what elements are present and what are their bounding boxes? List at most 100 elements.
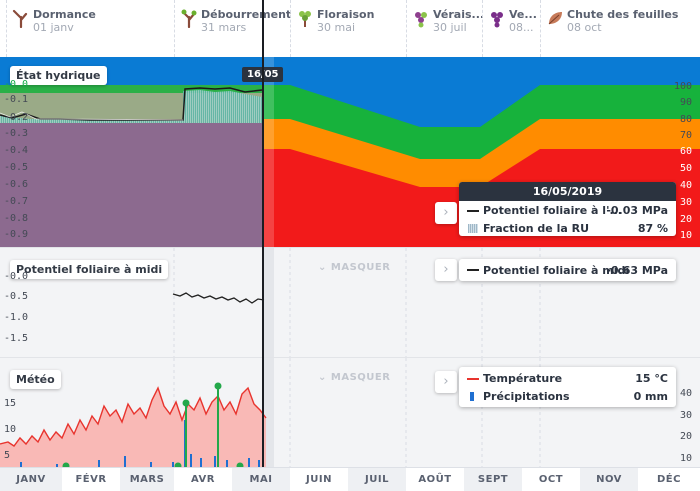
- stage-dormance[interactable]: Dormance 01 janv: [6, 0, 174, 57]
- masquer-label: MASQUER: [330, 262, 391, 273]
- irrigation-marker[interactable]: [62, 462, 70, 469]
- stage-date: 08...: [509, 21, 534, 34]
- month-label[interactable]: JUIN: [306, 474, 332, 485]
- stage-debourrement[interactable]: Débourrement 31 mars: [174, 0, 292, 57]
- temperature-area: [0, 388, 266, 468]
- stage-vendanges[interactable]: Ve... 08...: [482, 0, 540, 57]
- legend-label: Température: [483, 372, 563, 385]
- chevron-down-icon: ⌄: [318, 262, 331, 273]
- stage-name: Ve...: [509, 8, 537, 21]
- axis-tick: 60: [679, 146, 692, 157]
- date-cursor-line[interactable]: [262, 0, 264, 467]
- legend-label: Potentiel foliaire à l'...: [483, 204, 622, 217]
- axis-tick: -0.0: [4, 79, 29, 90]
- precip-bar: [190, 454, 192, 468]
- legend-value: -0.03 MPa: [606, 204, 668, 217]
- precip-bar: [258, 460, 260, 468]
- stage-date: 01 janv: [33, 21, 74, 34]
- legend-row-ru-fraction: Fraction de la RU 87 %: [459, 219, 676, 237]
- legend-label: Potentiel foliaire à midi: [483, 264, 630, 277]
- irrigation-marker[interactable]: [174, 462, 182, 469]
- month-label[interactable]: JUIL: [348, 468, 406, 491]
- stage-date: 31 mars: [201, 21, 247, 34]
- month-label[interactable]: AOÛT: [418, 474, 452, 485]
- legend-value: 0 mm: [633, 390, 668, 403]
- axis-tick: 40: [679, 388, 692, 399]
- chevron-right-icon: ›: [443, 262, 449, 277]
- axis-tick: -0.0: [4, 271, 29, 282]
- expand-legend-button[interactable]: ›: [435, 202, 457, 224]
- irrigation-marker[interactable]: [182, 399, 190, 407]
- month-label[interactable]: MAI: [232, 468, 290, 491]
- month-axis: JANV FÉVR MARS AVR MAI JUIN JUIL AOÛT SE…: [0, 467, 700, 491]
- temperature-line: [0, 386, 267, 447]
- stage-name: Chute des feuilles: [567, 8, 679, 21]
- expand-legend-button[interactable]: ›: [435, 259, 457, 281]
- precip-bar: [20, 462, 22, 468]
- legend-value: 15 °C: [635, 372, 668, 385]
- hatched-swatch-icon: [468, 224, 478, 233]
- axis-tick: 20: [679, 214, 692, 225]
- axis-tick: -0.4: [4, 145, 29, 156]
- cursor-highlight: [264, 358, 274, 468]
- leaf-fall-icon: [548, 12, 562, 25]
- axis-tick: 50: [679, 163, 692, 174]
- precip-bar: [226, 460, 228, 468]
- month-label[interactable]: JANV: [0, 468, 62, 491]
- axis-tick: 15: [4, 398, 17, 409]
- hide-weather-panel-button[interactable]: ⌄ MASQUER: [318, 372, 390, 383]
- month-label[interactable]: MARS: [120, 468, 174, 491]
- leaf-panel-title: Potentiel foliaire à midi: [10, 260, 169, 279]
- axis-tick: -0.9: [4, 229, 29, 240]
- axis-tick: 40: [679, 180, 692, 191]
- stage-chute-des-feuilles[interactable]: Chute des feuilles 08 oct: [540, 0, 700, 57]
- stage-date: 30 mai: [317, 21, 356, 34]
- month-label[interactable]: FÉVR: [75, 474, 107, 485]
- line-swatch-icon: [467, 269, 479, 271]
- stage-date: 08 oct: [567, 21, 602, 34]
- irrigation-marker[interactable]: [236, 462, 244, 469]
- irrigation-marker[interactable]: [214, 382, 222, 390]
- axis-tick: -0.8: [4, 213, 29, 224]
- cursor-highlight: [262, 57, 274, 247]
- month-label[interactable]: DÉC: [657, 474, 681, 485]
- hydric-legend-tooltip: 16/05/2019 Potentiel foliaire à l'... -0…: [459, 182, 676, 236]
- stage-name: Vérais...: [433, 8, 485, 21]
- weather-chart[interactable]: [0, 358, 700, 468]
- budding-vine-icon: [181, 9, 197, 28]
- month-label[interactable]: SEPT: [464, 468, 522, 491]
- hide-leaf-panel-button[interactable]: ⌄ MASQUER: [318, 262, 390, 273]
- axis-tick: -0.2: [4, 112, 29, 123]
- stage-date: 30 juil: [433, 21, 467, 34]
- ru-top-line: [0, 111, 184, 121]
- harvest-grape-icon: [491, 12, 503, 28]
- stage-name: Dormance: [33, 8, 96, 21]
- expand-legend-button[interactable]: ›: [435, 371, 457, 393]
- axis-tick: -0.5: [4, 291, 29, 302]
- legend-row-temperature: Température 15 °C: [459, 369, 676, 387]
- leaf-legend-tooltip: Potentiel foliaire à midi -0.63 MPa: [459, 259, 676, 281]
- axis-tick: 10: [679, 453, 692, 464]
- chevron-right-icon: ›: [443, 205, 449, 220]
- irrigation-markers: [62, 382, 244, 469]
- stage-name: Débourrement: [201, 8, 292, 21]
- axis-tick: -0.6: [4, 179, 29, 190]
- stage-name: Floraison: [317, 8, 375, 21]
- weather-panel: Météo ⌄ MASQUER 15 10 5 40 30 20 10 › Te…: [0, 357, 700, 468]
- bare-vine-icon: [12, 9, 28, 28]
- flowering-vine-icon: [299, 11, 311, 27]
- axis-tick: -1.0: [4, 312, 29, 323]
- chevron-right-icon: ›: [443, 374, 449, 389]
- month-label[interactable]: AVR: [191, 474, 215, 485]
- axis-tick: -1.5: [4, 333, 29, 344]
- stage-veraison[interactable]: Vérais... 30 juil: [406, 0, 485, 57]
- month-label[interactable]: NOV: [580, 468, 638, 491]
- precip-bar: [98, 460, 100, 468]
- stage-floraison[interactable]: Floraison 30 mai: [290, 0, 406, 57]
- axis-tick: 90: [679, 97, 692, 108]
- axis-tick: 10: [679, 230, 692, 241]
- month-label[interactable]: OCT: [538, 474, 564, 485]
- axis-tick: 5: [4, 450, 11, 461]
- leaf-potential-panel: Potentiel foliaire à midi ⌄ MASQUER -0.0…: [0, 247, 700, 358]
- axis-tick: -0.7: [4, 196, 29, 207]
